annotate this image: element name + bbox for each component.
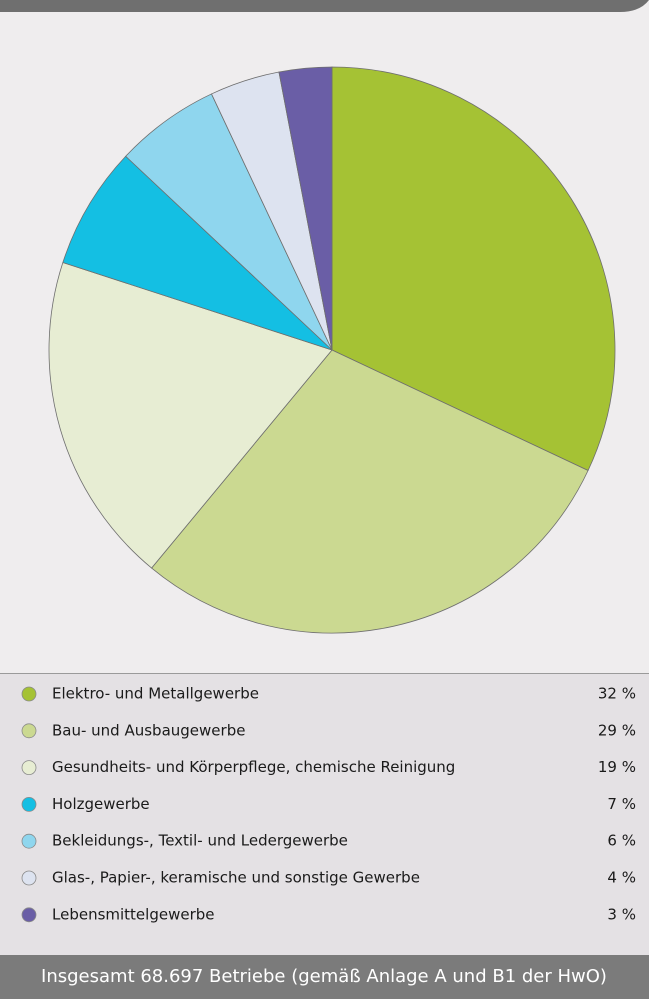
pie-slice: [331, 66, 616, 472]
legend-marker: [21, 870, 37, 886]
legend-marker: [21, 723, 37, 739]
header-strip: [0, 0, 649, 12]
legend-marker: [21, 797, 37, 812]
pie-slice: [62, 155, 333, 351]
legend-value: 3 %: [607, 905, 636, 923]
footer-bar: [0, 955, 649, 999]
legend-value: 19 %: [598, 758, 636, 776]
legend-label: Elektro- und Metallgewerbe: [52, 685, 259, 703]
legend-panel: [0, 673, 649, 955]
legend-label: Lebensmittelgewerbe: [52, 905, 215, 923]
legend-value: 4 %: [607, 869, 636, 887]
legend-marker: [21, 907, 37, 923]
legend-value: 29 %: [598, 721, 636, 739]
legend-value: 32 %: [598, 685, 636, 703]
legend-label: Holzgewerbe: [52, 795, 150, 813]
legend-marker: [21, 833, 37, 849]
legend-marker: [21, 760, 37, 775]
pie-slice: [151, 349, 589, 634]
legend-label: Bekleidungs-, Textil- und Ledergewerbe: [52, 832, 348, 850]
legend-label: Gesundheits- und Körperpflege, chemische…: [52, 758, 455, 776]
legend-label: Glas-, Papier-, keramische und sonstige …: [52, 869, 420, 887]
pie-slice: [48, 262, 333, 569]
pie-slice: [278, 66, 333, 351]
legend-value: 7 %: [607, 795, 636, 813]
legend-label: Bau- und Ausbaugewerbe: [52, 721, 245, 739]
caption: Insgesamt 68.697 Betriebe (gemäß Anlage …: [41, 966, 607, 987]
legend-marker: [21, 686, 37, 702]
legend-value: 6 %: [607, 832, 636, 850]
